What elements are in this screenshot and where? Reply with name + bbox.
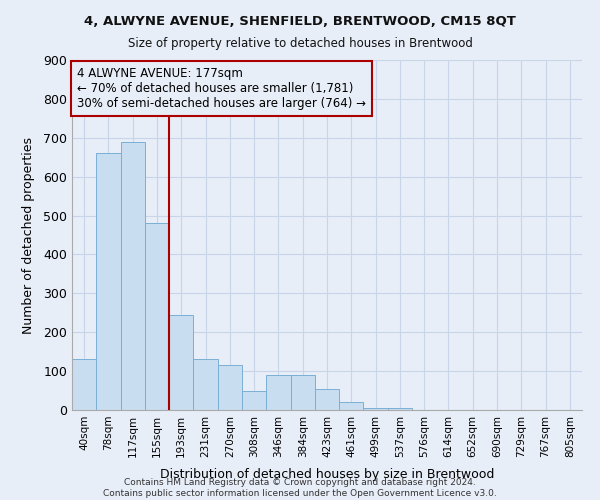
- Bar: [290, 375, 315, 410]
- Bar: [266, 375, 290, 410]
- Bar: [145, 224, 169, 410]
- Bar: [388, 408, 412, 410]
- Bar: [96, 154, 121, 410]
- Bar: [218, 366, 242, 410]
- Text: Size of property relative to detached houses in Brentwood: Size of property relative to detached ho…: [128, 38, 472, 51]
- Text: 4 ALWYNE AVENUE: 177sqm
← 70% of detached houses are smaller (1,781)
30% of semi: 4 ALWYNE AVENUE: 177sqm ← 70% of detache…: [77, 67, 366, 110]
- Bar: [315, 388, 339, 410]
- Bar: [339, 402, 364, 410]
- Bar: [72, 360, 96, 410]
- Bar: [121, 142, 145, 410]
- X-axis label: Distribution of detached houses by size in Brentwood: Distribution of detached houses by size …: [160, 468, 494, 481]
- Y-axis label: Number of detached properties: Number of detached properties: [22, 136, 35, 334]
- Text: 4, ALWYNE AVENUE, SHENFIELD, BRENTWOOD, CM15 8QT: 4, ALWYNE AVENUE, SHENFIELD, BRENTWOOD, …: [84, 15, 516, 28]
- Bar: [364, 408, 388, 410]
- Bar: [242, 390, 266, 410]
- Text: Contains HM Land Registry data © Crown copyright and database right 2024.
Contai: Contains HM Land Registry data © Crown c…: [103, 478, 497, 498]
- Bar: [169, 314, 193, 410]
- Bar: [193, 360, 218, 410]
